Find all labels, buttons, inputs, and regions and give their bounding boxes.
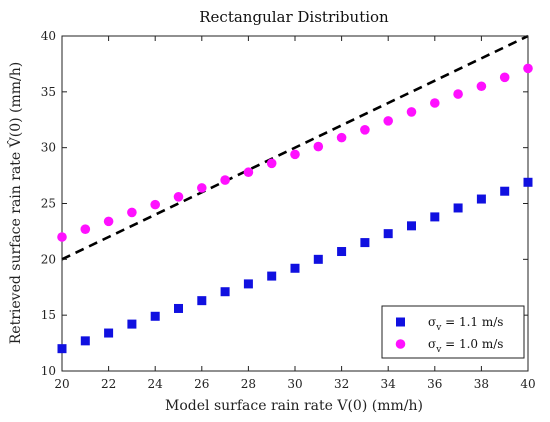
y-tick-label: 35 xyxy=(41,85,56,99)
y-tick-label: 20 xyxy=(41,252,56,266)
x-tick-label: 24 xyxy=(148,377,164,391)
data-point-square xyxy=(313,254,323,264)
data-point-square xyxy=(150,311,160,321)
data-point-circle xyxy=(430,98,440,108)
data-point-circle xyxy=(220,175,230,185)
data-point-circle xyxy=(499,72,510,83)
x-tick-label: 36 xyxy=(427,377,442,391)
series-1 xyxy=(57,177,533,354)
data-point-circle xyxy=(57,232,67,242)
data-point-square xyxy=(174,303,183,313)
legend-marker-circle xyxy=(395,339,406,349)
data-point-square xyxy=(267,271,277,281)
data-point-circle xyxy=(173,192,184,202)
legend-label: σv = 1.0 m/s xyxy=(428,337,503,355)
data-point-circle xyxy=(266,158,277,169)
data-point-square xyxy=(360,238,370,248)
x-tick-label: 22 xyxy=(101,377,116,391)
data-point-circle xyxy=(290,149,300,160)
y-tick-label: 25 xyxy=(41,197,56,211)
data-point-square xyxy=(104,328,114,338)
x-tick-label: 40 xyxy=(520,377,535,391)
data-point-square xyxy=(523,177,533,187)
data-point-circle xyxy=(313,141,324,152)
data-point-square xyxy=(220,287,230,297)
data-point-square xyxy=(476,194,486,204)
legend: σv = 1.1 m/s σv = 1.0 m/s xyxy=(381,305,525,359)
data-point-square xyxy=(430,212,440,222)
data-point-circle xyxy=(406,107,417,117)
data-point-square xyxy=(290,263,300,273)
y-tick-label: 30 xyxy=(41,141,56,155)
y-tick-label: 40 xyxy=(41,29,56,43)
data-point-circle xyxy=(103,216,114,227)
y-tick-label: 10 xyxy=(41,364,56,378)
data-marks xyxy=(57,63,533,354)
legend-label: σv = 1.1 m/s xyxy=(428,315,503,333)
data-point-circle xyxy=(476,81,487,92)
data-point-circle xyxy=(197,183,207,193)
data-point-square xyxy=(243,279,253,289)
legend-box xyxy=(381,305,525,359)
data-point-square xyxy=(500,186,510,196)
data-point-circle xyxy=(360,125,370,135)
data-point-circle xyxy=(127,207,137,218)
x-tick-label: 34 xyxy=(381,377,397,391)
x-tick-label: 20 xyxy=(54,377,69,391)
x-tick-label: 30 xyxy=(287,377,302,391)
data-point-square xyxy=(197,296,207,306)
data-point-square xyxy=(383,229,393,239)
data-point-circle xyxy=(243,167,254,178)
y-tick-label: 15 xyxy=(41,308,56,322)
chart-title: Rectangular Distribution xyxy=(199,8,389,26)
data-point-circle xyxy=(150,199,160,210)
data-point-circle xyxy=(336,132,347,143)
y-axis-label: Retrieved surface rain rate V̂(0) (mm/h) xyxy=(6,62,24,345)
x-tick-label: 32 xyxy=(334,377,349,391)
data-point-square xyxy=(453,203,463,213)
data-point-circle xyxy=(453,89,463,99)
axis-ticks: 20 22 24 26 28 30 32 34 36 38 40 10 15 20 25 30 35 40 xyxy=(41,29,536,391)
x-tick-label: 28 xyxy=(241,377,256,391)
data-point-square xyxy=(80,336,90,346)
data-point-square xyxy=(337,247,347,257)
x-tick-label: 38 xyxy=(474,377,489,391)
reference-line-group xyxy=(61,34,529,261)
data-point-circle xyxy=(80,224,91,234)
reference-line xyxy=(61,34,529,261)
data-point-square xyxy=(57,344,67,354)
data-point-circle xyxy=(383,116,394,126)
x-tick-label: 26 xyxy=(194,377,209,391)
series-2 xyxy=(57,63,533,242)
legend-marker-square xyxy=(396,317,405,327)
data-point-square xyxy=(407,221,416,231)
x-axis-label: Model surface rain rate V(0) (mm/h) xyxy=(165,398,423,414)
data-point-square xyxy=(127,319,137,329)
data-point-circle xyxy=(523,63,533,74)
